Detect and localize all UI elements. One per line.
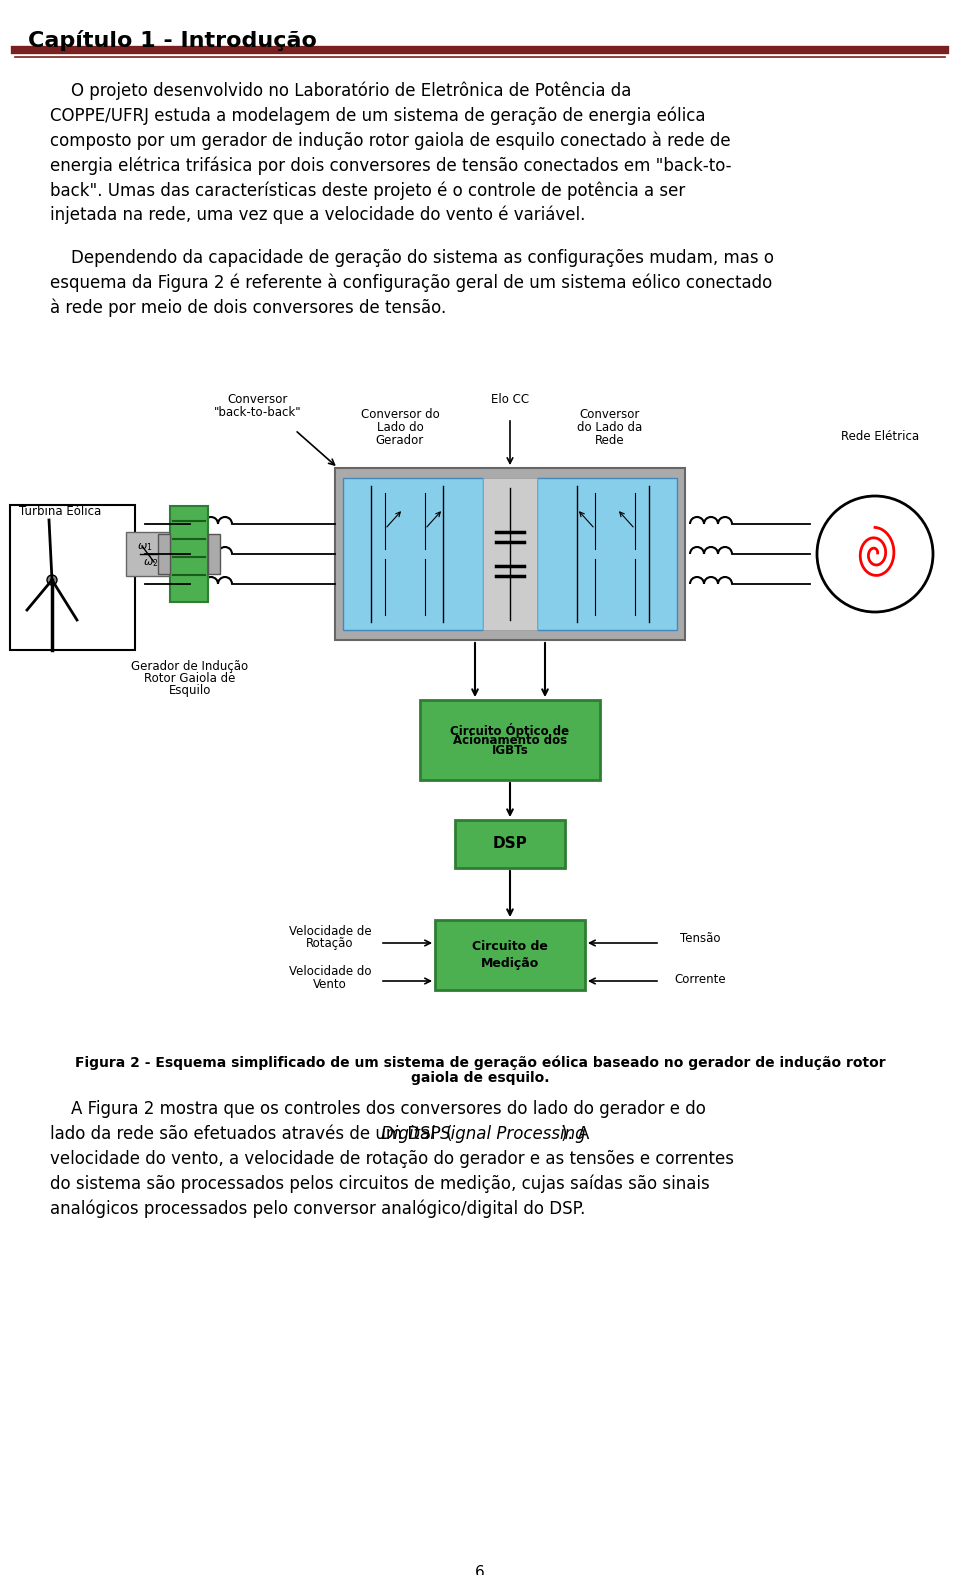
Text: Esquilo: Esquilo [169,684,211,698]
Text: composto por um gerador de indução rotor gaiola de esquilo conectado à rede de: composto por um gerador de indução rotor… [50,132,731,150]
Text: esquema da Figura 2 é referente à configuração geral de um sistema eólico conect: esquema da Figura 2 é referente à config… [50,274,772,291]
Text: Conversor: Conversor [228,394,288,406]
Text: Rotor Gaiola de: Rotor Gaiola de [144,673,236,685]
Circle shape [47,575,57,584]
Text: Medição: Medição [481,956,540,970]
Bar [537,477,677,630]
Bar [170,506,208,602]
Text: A Figura 2 mostra que os controles dos conversores do lado do gerador e do: A Figura 2 mostra que os controles dos c… [50,1099,706,1118]
Text: Tensão: Tensão [680,932,720,945]
Text: energia elétrica trifásica por dois conversores de tensão conectados em "back-to: energia elétrica trifásica por dois conv… [50,156,732,175]
Text: Circuito de: Circuito de [472,940,548,953]
Text: Vento: Vento [313,978,347,991]
Text: do sistema são processados pelos circuitos de medição, cujas saídas são sinais: do sistema são processados pelos circuit… [50,1175,709,1192]
Text: Digital Signal Processing: Digital Signal Processing [381,1125,586,1143]
Text: Dependendo da capacidade de geração do sistema as configurações mudam, mas o: Dependendo da capacidade de geração do s… [50,249,774,266]
Text: Rotação: Rotação [306,937,353,950]
Text: ). A: ). A [562,1125,589,1143]
Text: Corrente: Corrente [674,973,726,986]
Text: DSP: DSP [492,836,527,852]
Text: Capítulo 1 - Introdução: Capítulo 1 - Introdução [28,30,317,50]
Bar [10,506,135,650]
Text: Rede: Rede [595,435,625,447]
Bar [483,477,537,630]
Text: lado da rede são efetuados através de um DSP (: lado da rede são efetuados através de um… [50,1125,452,1143]
Text: injetada na rede, uma vez que a velocidade do vento é variável.: injetada na rede, uma vez que a velocida… [50,206,586,225]
Bar [343,477,483,630]
Text: Rede Elétrica: Rede Elétrica [841,430,919,443]
Bar [158,534,170,573]
Text: Lado do: Lado do [376,421,423,435]
Text: Velocidade de: Velocidade de [289,925,372,939]
Text: Conversor do: Conversor do [361,408,440,421]
Bar [435,920,585,991]
Text: Turbina Eólica: Turbina Eólica [19,506,101,518]
Text: 6: 6 [475,1566,485,1575]
Bar [208,534,220,573]
Text: "back-to-back": "back-to-back" [214,406,301,419]
Text: analógicos processados pelo conversor analógico/digital do DSP.: analógicos processados pelo conversor an… [50,1199,586,1217]
Text: IGBTs: IGBTs [492,745,528,758]
Text: velocidade do vento, a velocidade de rotação do gerador e as tensões e correntes: velocidade do vento, a velocidade de rot… [50,1150,734,1167]
Text: back". Umas das características deste projeto é o controle de potência a ser: back". Umas das características deste pr… [50,181,685,200]
Text: Elo CC: Elo CC [491,394,529,406]
Text: Gerador de Indução: Gerador de Indução [132,660,249,673]
Text: gaiola de esquilo.: gaiola de esquilo. [411,1071,549,1085]
Bar [455,821,565,868]
Text: Circuito Óptico de: Circuito Óptico de [450,723,569,737]
Text: COPPE/UFRJ estuda a modelagem de um sistema de geração de energia eólica: COPPE/UFRJ estuda a modelagem de um sist… [50,107,706,126]
Bar [126,532,170,576]
Text: à rede por meio de dois conversores de tensão.: à rede por meio de dois conversores de t… [50,298,446,317]
Text: Acionamento dos: Acionamento dos [453,734,567,747]
Bar [420,699,600,780]
Text: Velocidade do: Velocidade do [289,965,372,978]
Text: Conversor: Conversor [580,408,640,421]
Text: $\omega_1$: $\omega_1$ [137,542,153,553]
Text: Figura 2 - Esquema simplificado de um sistema de geração eólica baseado no gerad: Figura 2 - Esquema simplificado de um si… [75,1055,885,1069]
Text: Gerador: Gerador [376,435,424,447]
Text: do Lado da: do Lado da [577,421,642,435]
Bar [335,468,685,639]
Text: O projeto desenvolvido no Laboratório de Eletrônica de Potência da: O projeto desenvolvido no Laboratório de… [50,82,632,101]
Text: $\omega_2$: $\omega_2$ [143,558,158,569]
